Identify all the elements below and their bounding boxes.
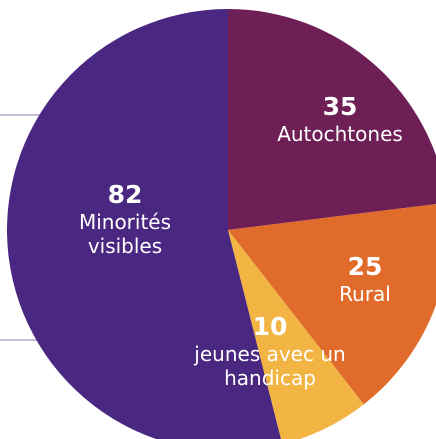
pie-slice bbox=[7, 9, 281, 439]
value-label: 82 bbox=[107, 180, 143, 209]
slice-label: 35 Autochtones bbox=[240, 92, 436, 146]
pie-slice bbox=[228, 204, 436, 405]
slice-label: 10 jeunes avec un handicap bbox=[183, 312, 358, 390]
category-label: Rural bbox=[339, 282, 391, 306]
category-label: Autochtones bbox=[277, 122, 403, 146]
category-label: jeunes avec un handicap bbox=[194, 342, 346, 390]
value-label: 25 bbox=[347, 252, 383, 281]
value-label: 10 bbox=[252, 312, 288, 341]
pie-slice bbox=[228, 9, 436, 230]
value-label: 35 bbox=[322, 92, 358, 121]
pie-slice bbox=[228, 230, 364, 439]
category-label: Minorités visibles bbox=[78, 210, 172, 258]
slice-label: 25 Rural bbox=[305, 252, 425, 306]
slice-label: 82 Minorités visibles bbox=[55, 180, 195, 258]
